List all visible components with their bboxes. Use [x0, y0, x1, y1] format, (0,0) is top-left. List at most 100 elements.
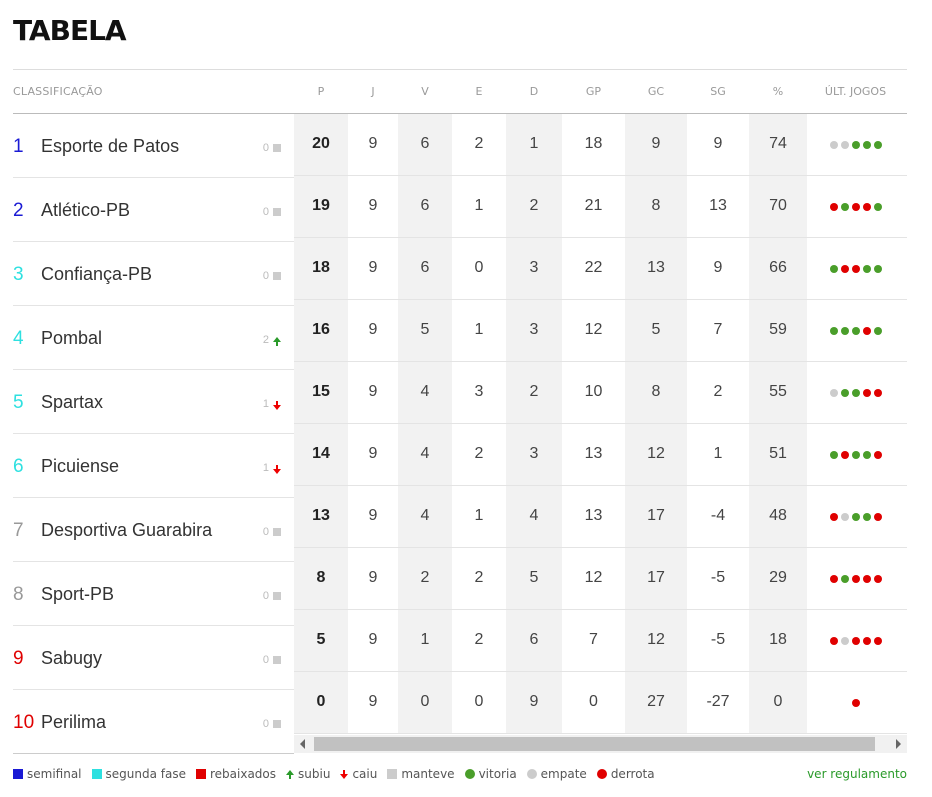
horizontal-scrollbar[interactable]	[294, 735, 907, 753]
result-dot-icon	[851, 636, 860, 645]
stat-cell: 17	[625, 548, 687, 609]
team-name[interactable]: Sport-PB	[41, 584, 115, 604]
result-dot-icon	[851, 388, 860, 397]
legend-label: segunda fase	[105, 767, 186, 781]
stat-cell: 0	[474, 259, 484, 276]
team-row[interactable]: 5 Spartax 1	[13, 370, 294, 434]
stat-cell: 15	[294, 362, 348, 423]
page-title: TABELA	[13, 14, 127, 47]
team-row[interactable]: 1 Esporte de Patos 0	[13, 114, 294, 178]
stat-cell: 2	[474, 631, 484, 648]
rules-link[interactable]: ver regulamento	[807, 767, 907, 781]
result-dot-icon	[840, 512, 849, 521]
stat-cell: 5	[506, 548, 562, 609]
team-name[interactable]: Esporte de Patos	[41, 136, 180, 156]
team-row[interactable]: 10 Perilima 0	[13, 690, 294, 754]
result-dot-icon	[829, 450, 838, 459]
stat-cell: 22	[584, 259, 603, 276]
classification-header: CLASSIFICAÇÃO	[13, 70, 294, 114]
last-games	[807, 176, 904, 237]
team-name[interactable]: Atlético-PB	[41, 200, 131, 220]
dot-icon	[596, 769, 607, 779]
legend-manteve: manteve	[387, 767, 455, 781]
stat-cell: 21	[584, 197, 603, 214]
result-dot-icon	[862, 636, 871, 645]
team-name[interactable]: Picuiense	[41, 456, 120, 476]
stat-cell: 6	[506, 610, 562, 671]
stat-cell: 3	[506, 424, 562, 485]
stat-cell: 74	[749, 114, 807, 175]
legend-rebaixados: rebaixados	[195, 767, 276, 781]
position-variation: 0	[263, 718, 281, 730]
stat-cell: 55	[749, 362, 807, 423]
stats-row: 15 9 4 3 2 10 8 2 55	[294, 362, 907, 424]
team-name[interactable]: Desportiva Guarabira	[41, 520, 213, 540]
team-row[interactable]: 7 Desportiva Guarabira 0	[13, 498, 294, 562]
square-icon	[387, 769, 398, 779]
legend-vitoria: vitoria	[464, 767, 517, 781]
stats-table[interactable]: P J V E D GP GC SG% ÚLT. JOGOS 20 9 6 2 1 18 9 9 74 19 9 6 1…	[294, 70, 907, 734]
stat-cell: 1	[474, 507, 484, 524]
last-games	[807, 424, 904, 485]
team-name[interactable]: Confiança-PB	[41, 264, 153, 284]
stat-cell: 66	[749, 238, 807, 299]
legend-label: semifinal	[27, 767, 82, 781]
team-row[interactable]: 9 Sabugy 0	[13, 626, 294, 690]
stat-cell: 1	[474, 321, 484, 338]
team-row[interactable]: 3 Confiança-PB 0	[13, 242, 294, 306]
stat-cell: 5	[625, 300, 687, 361]
team-position: 1	[13, 136, 24, 157]
stat-cell: 13	[709, 197, 727, 214]
stat-cell: 8	[625, 362, 687, 423]
stats-row: 0 9 0 0 9 0 27 -27 0	[294, 672, 907, 734]
result-dot-icon	[851, 264, 860, 273]
legend-label: subiu	[298, 767, 331, 781]
stat-cell: 18	[294, 238, 348, 299]
stat-cell: 8	[294, 548, 348, 609]
team-row[interactable]: 6 Picuiense 1	[13, 434, 294, 498]
team-name[interactable]: Pombal	[41, 328, 103, 348]
stat-cell: 18	[749, 610, 807, 671]
result-dot-icon	[873, 636, 882, 645]
team-row[interactable]: 2 Atlético-PB 0	[13, 178, 294, 242]
legend-derrota: derrota	[596, 767, 655, 781]
position-variation: 0	[263, 654, 281, 666]
classification-column: CLASSIFICAÇÃO 1 Esporte de Patos 0 2 Atlétic…	[13, 70, 294, 754]
result-dot-icon	[840, 264, 849, 273]
stat-cell: 7	[589, 631, 598, 648]
position-variation: 0	[263, 270, 281, 282]
stats-header: P J V E D GP GC SG% ÚLT. JOGOS	[294, 70, 907, 114]
stat-cell: 16	[294, 300, 348, 361]
arrow-down-icon	[273, 464, 281, 474]
legend-segunda-fase: segunda fase	[91, 767, 186, 781]
last-games	[807, 362, 904, 423]
stat-cell: 13	[584, 507, 603, 524]
column-header: SG	[710, 85, 726, 98]
team-name[interactable]: Perilima	[41, 712, 107, 732]
arrow-down-icon	[340, 769, 349, 779]
stat-cell: 2	[506, 176, 562, 237]
result-dot-icon	[862, 574, 871, 583]
team-position: 6	[13, 456, 24, 477]
result-dot-icon	[829, 636, 838, 645]
result-dot-icon	[851, 698, 860, 707]
stat-cell: 1	[474, 197, 484, 214]
stat-cell: 0	[294, 672, 348, 733]
last-games	[807, 114, 904, 175]
position-variation: 0	[263, 142, 281, 154]
result-dot-icon	[840, 140, 849, 149]
stat-cell: 2	[474, 569, 484, 586]
stat-cell: 13	[625, 238, 687, 299]
stat-cell: 12	[625, 424, 687, 485]
team-row[interactable]: 8 Sport-PB 0	[13, 562, 294, 626]
team-row[interactable]: 4 Pombal 2	[13, 306, 294, 370]
team-name[interactable]: Sabugy	[41, 648, 103, 668]
legend-caiu: caiu	[340, 767, 377, 781]
scroll-right-icon[interactable]	[896, 739, 901, 749]
team-name[interactable]: Spartax	[41, 392, 104, 412]
stat-cell: 9	[368, 197, 378, 214]
scrollbar-thumb[interactable]	[314, 737, 875, 751]
stat-cell: 29	[749, 548, 807, 609]
scroll-left-icon[interactable]	[300, 739, 305, 749]
result-dot-icon	[851, 512, 860, 521]
